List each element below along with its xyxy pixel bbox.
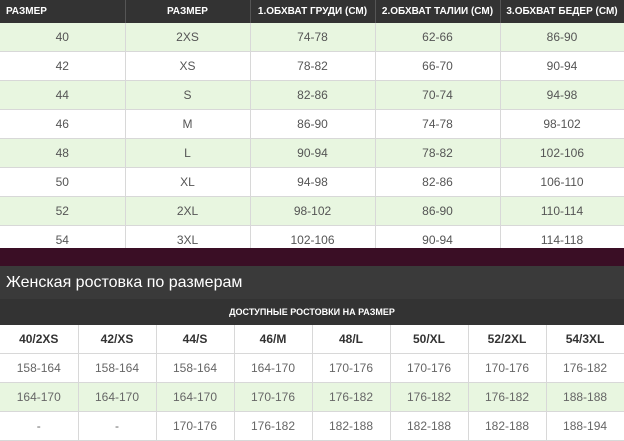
table-cell: 158-164 bbox=[78, 353, 157, 383]
section-divider bbox=[0, 248, 624, 266]
table-row: 40 2XS 74-78 62-66 86-90 bbox=[0, 23, 624, 52]
table-cell: 90-94 bbox=[500, 51, 624, 81]
column-header: 50/XL bbox=[390, 325, 469, 354]
table-cell: 44 bbox=[0, 80, 126, 110]
table-cell: 170-176 bbox=[390, 353, 469, 383]
table-row: - - 170-176 176-182 182-188 182-188 182-… bbox=[0, 411, 624, 441]
table-cell: 48 bbox=[0, 138, 126, 168]
table-cell: 158-164 bbox=[156, 353, 235, 383]
height-table-caption: ДОСТУПНЫЕ РОСТОВКИ НА РАЗМЕР bbox=[0, 299, 624, 325]
table-cell: 74-78 bbox=[375, 109, 501, 139]
column-header: 40/2XS bbox=[0, 325, 79, 354]
table-cell: 158-164 bbox=[0, 353, 79, 383]
column-header: 44/S bbox=[156, 325, 235, 354]
table-cell: XS bbox=[125, 51, 251, 81]
table-cell: XL bbox=[125, 167, 251, 197]
table-cell: 170-176 bbox=[468, 353, 547, 383]
table-cell: M bbox=[125, 109, 251, 139]
table-cell: 86-90 bbox=[250, 109, 376, 139]
table-row: 158-164 158-164 158-164 164-170 170-176 … bbox=[0, 353, 624, 383]
table-cell: 102-106 bbox=[500, 138, 624, 168]
table-cell: 176-182 bbox=[312, 382, 391, 412]
table-cell: 176-182 bbox=[468, 382, 547, 412]
table-row: 46 M 86-90 74-78 98-102 bbox=[0, 109, 624, 139]
height-table: ДОСТУПНЫЕ РОСТОВКИ НА РАЗМЕР 40/2XS 42/X… bbox=[0, 299, 624, 441]
column-header: 42/XS bbox=[78, 325, 157, 354]
table-cell: 74-78 bbox=[250, 23, 376, 52]
column-header: 3.ОБХВАТ БЕДЕР (СМ) bbox=[500, 0, 624, 23]
table-cell: 188-188 bbox=[546, 382, 624, 412]
table-row: 52 2XL 98-102 86-90 110-114 bbox=[0, 196, 624, 226]
table-cell: 2XS bbox=[125, 23, 251, 52]
table-cell: 82-86 bbox=[250, 80, 376, 110]
table-cell: 94-98 bbox=[500, 80, 624, 110]
column-header: РАЗМЕР bbox=[125, 0, 251, 23]
table-cell: 78-82 bbox=[375, 138, 501, 168]
table-cell: 78-82 bbox=[250, 51, 376, 81]
table-cell: 164-170 bbox=[78, 382, 157, 412]
height-table-caption-row: ДОСТУПНЫЕ РОСТОВКИ НА РАЗМЕР bbox=[0, 299, 624, 325]
table-cell: S bbox=[125, 80, 251, 110]
table-cell: 70-74 bbox=[375, 80, 501, 110]
section-title: Женская ростовка по размерам bbox=[0, 266, 624, 299]
table-cell: 62-66 bbox=[375, 23, 501, 52]
table-cell: 188-194 bbox=[546, 411, 624, 441]
table-cell: 50 bbox=[0, 167, 126, 197]
column-header: 46/M bbox=[234, 325, 313, 354]
table-row: 164-170 164-170 164-170 170-176 176-182 … bbox=[0, 382, 624, 412]
table-cell: L bbox=[125, 138, 251, 168]
table-cell: 52 bbox=[0, 196, 126, 226]
table-cell: 40 bbox=[0, 23, 126, 52]
table-cell: 90-94 bbox=[250, 138, 376, 168]
table-cell: 176-182 bbox=[546, 353, 624, 383]
table-cell: 110-114 bbox=[500, 196, 624, 226]
table-cell: 98-102 bbox=[250, 196, 376, 226]
table-row: 50 XL 94-98 82-86 106-110 bbox=[0, 167, 624, 197]
table-cell: 176-182 bbox=[234, 411, 313, 441]
table-cell: 182-188 bbox=[390, 411, 469, 441]
table-cell: 82-86 bbox=[375, 167, 501, 197]
table-cell: 46 bbox=[0, 109, 126, 139]
column-header: 52/2XL bbox=[468, 325, 547, 354]
table-cell: 164-170 bbox=[156, 382, 235, 412]
table-cell: 86-90 bbox=[375, 196, 501, 226]
table-row: 44 S 82-86 70-74 94-98 bbox=[0, 80, 624, 110]
column-header: 2.ОБХВАТ ТАЛИИ (СМ) bbox=[375, 0, 501, 23]
table-cell: 86-90 bbox=[500, 23, 624, 52]
column-header: 54/3XL bbox=[546, 325, 624, 354]
table-cell: 164-170 bbox=[0, 382, 79, 412]
table-cell: 106-110 bbox=[500, 167, 624, 197]
table-cell: 164-170 bbox=[234, 353, 313, 383]
height-table-header-row: 40/2XS 42/XS 44/S 46/M 48/L 50/XL 52/2XL… bbox=[0, 325, 624, 354]
table-cell: - bbox=[78, 411, 157, 441]
table-cell: 170-176 bbox=[312, 353, 391, 383]
table-cell: 42 bbox=[0, 51, 126, 81]
table-cell: 2XL bbox=[125, 196, 251, 226]
table-cell: 182-188 bbox=[468, 411, 547, 441]
table-cell: 170-176 bbox=[234, 382, 313, 412]
table-cell: 66-70 bbox=[375, 51, 501, 81]
size-table: РАЗМЕР РАЗМЕР 1.ОБХВАТ ГРУДИ (СМ) 2.ОБХВ… bbox=[0, 0, 624, 255]
table-row: 48 L 90-94 78-82 102-106 bbox=[0, 138, 624, 168]
table-cell: - bbox=[0, 411, 79, 441]
table-cell: 182-188 bbox=[312, 411, 391, 441]
column-header: 48/L bbox=[312, 325, 391, 354]
column-header: 1.ОБХВАТ ГРУДИ (СМ) bbox=[250, 0, 376, 23]
size-table-header-row: РАЗМЕР РАЗМЕР 1.ОБХВАТ ГРУДИ (СМ) 2.ОБХВ… bbox=[0, 0, 624, 23]
table-cell: 176-182 bbox=[390, 382, 469, 412]
table-cell: 98-102 bbox=[500, 109, 624, 139]
table-cell: 170-176 bbox=[156, 411, 235, 441]
column-header: РАЗМЕР bbox=[0, 0, 126, 23]
table-cell: 94-98 bbox=[250, 167, 376, 197]
table-row: 42 XS 78-82 66-70 90-94 bbox=[0, 51, 624, 81]
